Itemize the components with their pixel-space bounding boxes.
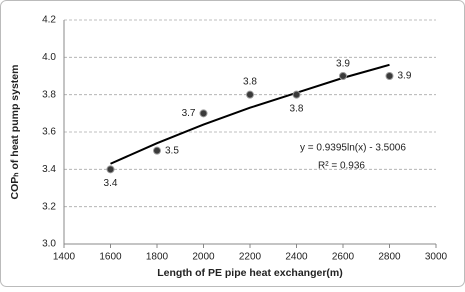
x-tick-label: 3000 bbox=[425, 252, 448, 263]
data-label: 3.5 bbox=[165, 145, 179, 156]
data-label: 3.9 bbox=[398, 71, 412, 82]
data-label: 3.7 bbox=[182, 108, 196, 119]
point bbox=[246, 90, 254, 99]
point bbox=[199, 109, 208, 118]
y-tick-label: 3.2 bbox=[42, 201, 56, 212]
data-label: 3.4 bbox=[104, 178, 118, 189]
y-axis-title: COPₕ of heat pump system bbox=[9, 65, 21, 200]
y-tick-label: 4.2 bbox=[42, 15, 56, 26]
data-label: 3.8 bbox=[243, 76, 257, 87]
y-tick-label: 3.6 bbox=[42, 127, 56, 138]
point bbox=[153, 146, 161, 155]
x-tick-label: 2000 bbox=[192, 252, 215, 263]
point bbox=[339, 72, 347, 80]
point bbox=[292, 90, 301, 99]
x-tick-label: 2200 bbox=[239, 252, 262, 263]
x-tick-label: 1600 bbox=[99, 252, 122, 263]
x-tick-label: 2800 bbox=[378, 252, 401, 263]
x-tick-label: 2400 bbox=[285, 252, 308, 263]
equation: y = 0.9395ln(x) - 3.5006 bbox=[300, 143, 406, 154]
x-tick-label: 2600 bbox=[332, 252, 355, 263]
y-tick-label: 3.4 bbox=[42, 164, 56, 175]
data-label: 3.8 bbox=[290, 103, 304, 114]
x-tick-label: 1800 bbox=[146, 252, 169, 263]
x-tick-label: 1400 bbox=[53, 252, 76, 263]
y-tick-label: 4.0 bbox=[42, 52, 56, 63]
y-tick-label: 3.8 bbox=[42, 89, 56, 100]
r-squared: R² = 0.936 bbox=[318, 161, 365, 172]
y-tick-label: 3.0 bbox=[42, 239, 56, 250]
point bbox=[106, 165, 115, 174]
data-label: 3.9 bbox=[336, 59, 350, 70]
x-axis-title: Length of PE pipe heat exchanger(m) bbox=[157, 267, 343, 279]
point bbox=[385, 72, 394, 80]
